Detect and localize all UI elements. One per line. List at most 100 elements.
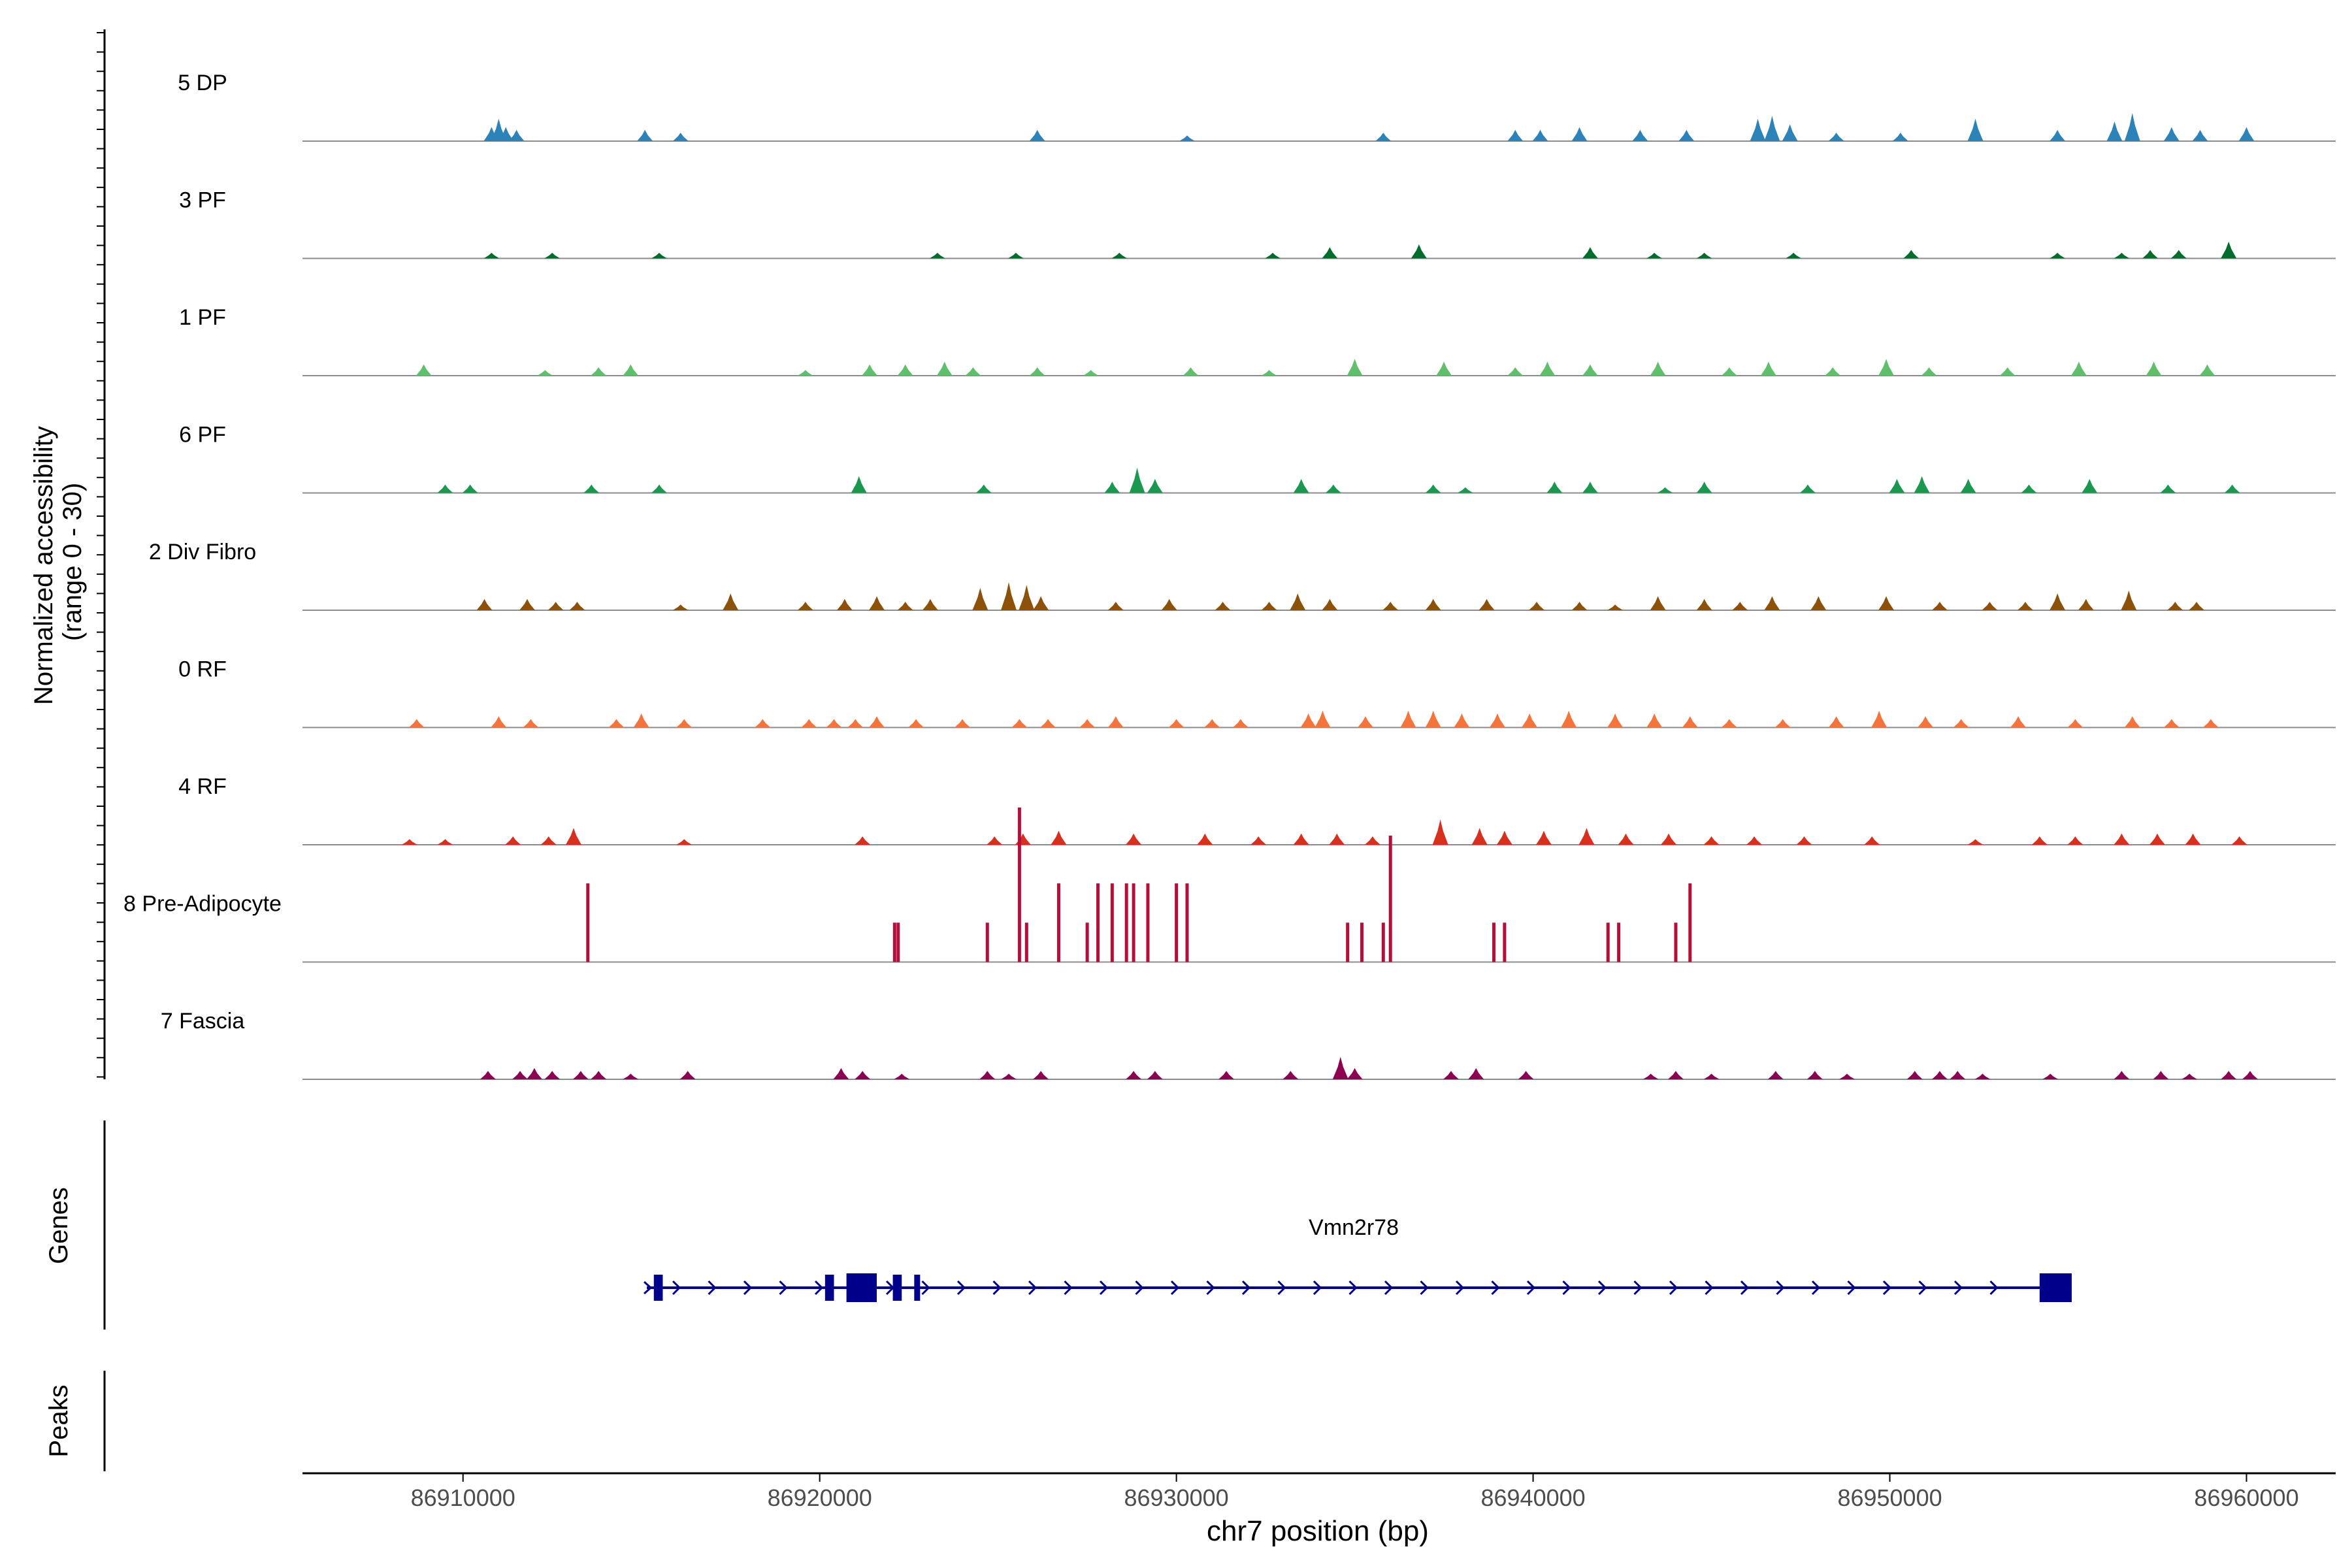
coverage-peak [1746,836,1763,845]
gene-exon [653,1275,663,1301]
coverage-peak [537,370,553,376]
x-ticks: 86910000 86920000 86930000 86940000 86950000… [411,1473,2299,1511]
coverage-peak [2199,364,2215,376]
coverage-peak [1104,482,1120,493]
coverage-peak [437,839,453,845]
x-tick-label: 86910000 [411,1484,515,1511]
coverage-peak [1007,252,1024,259]
coverage-peak [1381,923,1385,962]
coverage-peak [2185,833,2201,845]
coverage-peak [1696,482,1712,493]
coverage-peak [586,883,590,962]
coverage-peak [2050,129,2066,141]
coverage-peak [608,719,625,728]
strand-chevron [1135,1280,1144,1296]
strand-chevron [1633,1280,1642,1296]
coverage-peak [2221,241,2237,259]
coverage-peak [1535,830,1552,845]
coverage-peak [1906,1071,1923,1079]
track-9: 7 Fascia [161,1009,2336,1080]
coverage-peak [1678,129,1695,141]
coverage-peak [672,604,689,610]
coverage-peak [1764,596,1780,610]
coverage-peak [540,836,557,845]
strand-chevron [956,1280,966,1296]
coverage-peak [1682,716,1698,728]
track-8: 8 Pre-Adipocyte [123,808,2336,963]
track-label: 6 PF [179,423,226,448]
strand-chevron [743,1280,753,1296]
coverage-peak [1518,1071,1534,1079]
coverage-peak [437,484,453,493]
coverage-peak [1878,359,1895,376]
coverage-peak [896,923,900,962]
coverage-peak [987,836,1003,845]
coverage-peak [1161,598,1177,610]
strand-chevron [644,1281,653,1295]
strand-chevron [1811,1280,1821,1296]
coverage-peak [1703,1073,1720,1079]
coverage-peak [869,716,885,728]
coverage-peak [476,598,493,610]
gene-exon [914,1275,921,1301]
gene-name-label: Vmn2r78 [1309,1215,1399,1240]
coverage-peak [975,484,992,493]
coverage-peak [1147,1071,1163,1079]
strand-chevron [1953,1280,1963,1296]
coverage-peak [591,367,607,376]
coverage-peak [1001,1073,1017,1079]
peaks-panel-label: Peaks [44,1384,73,1457]
coverage-peak [1974,1073,1991,1079]
coverage-peak [672,133,689,141]
coverage-peak [1001,582,1017,610]
x-tick-label: 86960000 [2194,1484,2298,1511]
coverage-peak [847,719,864,728]
coverage-peak [1346,923,1350,962]
track-label: 5 DP [178,71,227,95]
coverage-peak [523,719,539,728]
coverage-peak [1322,598,1338,610]
coverage-peak [408,719,425,728]
coverage-peak [1889,479,1905,493]
coverage-peak [401,839,417,845]
strand-chevron [992,1280,1002,1296]
x-tick-label: 86930000 [1124,1484,1229,1511]
x-axis-label: chr7 position (bp) [1207,1515,1429,1547]
y-axis-label-line2: (range 0 - 30) [58,483,87,641]
coverage-peak [1606,923,1610,962]
x-tick-label: 86940000 [1480,1484,1585,1511]
coverage-peak [1967,118,1984,141]
coverage-peak [1721,719,1737,728]
coverage-peak [826,719,842,728]
strand-chevron [1597,1280,1607,1296]
strand-chevron [1847,1280,1856,1296]
strand-chevron [1776,1280,1785,1296]
coverage-peak [1168,719,1184,728]
coverage-peak [1261,602,1277,610]
coverage-peak [623,1073,639,1079]
coverage-peak [1388,836,1392,962]
coverage-peak [1774,719,1791,728]
coverage-peak [1293,479,1309,493]
coverage-peak [591,1071,607,1079]
coverage-peak [1332,1056,1348,1079]
coverage-peak [1646,713,1663,728]
coverage-peak [1529,602,1545,610]
coverage-peak [908,719,924,728]
coverage-peak [2010,716,2027,728]
coverage-peak [1750,118,1766,141]
gene-exon [846,1273,877,1302]
coverage-peak [1903,250,1919,259]
coverage-peak [2142,250,2159,259]
coverage-y-ticks [97,32,105,1078]
coverage-peak [1347,1068,1363,1079]
strand-chevron [1384,1280,1394,1296]
strand-chevron [1562,1280,1571,1296]
coverage-peak [1079,719,1096,728]
coverage-peak [1696,598,1712,610]
coverage-peak [2167,602,2183,610]
coverage-peak [1282,1071,1299,1079]
coverage-peak [2181,1073,2198,1079]
coverage-peak [1364,836,1380,845]
